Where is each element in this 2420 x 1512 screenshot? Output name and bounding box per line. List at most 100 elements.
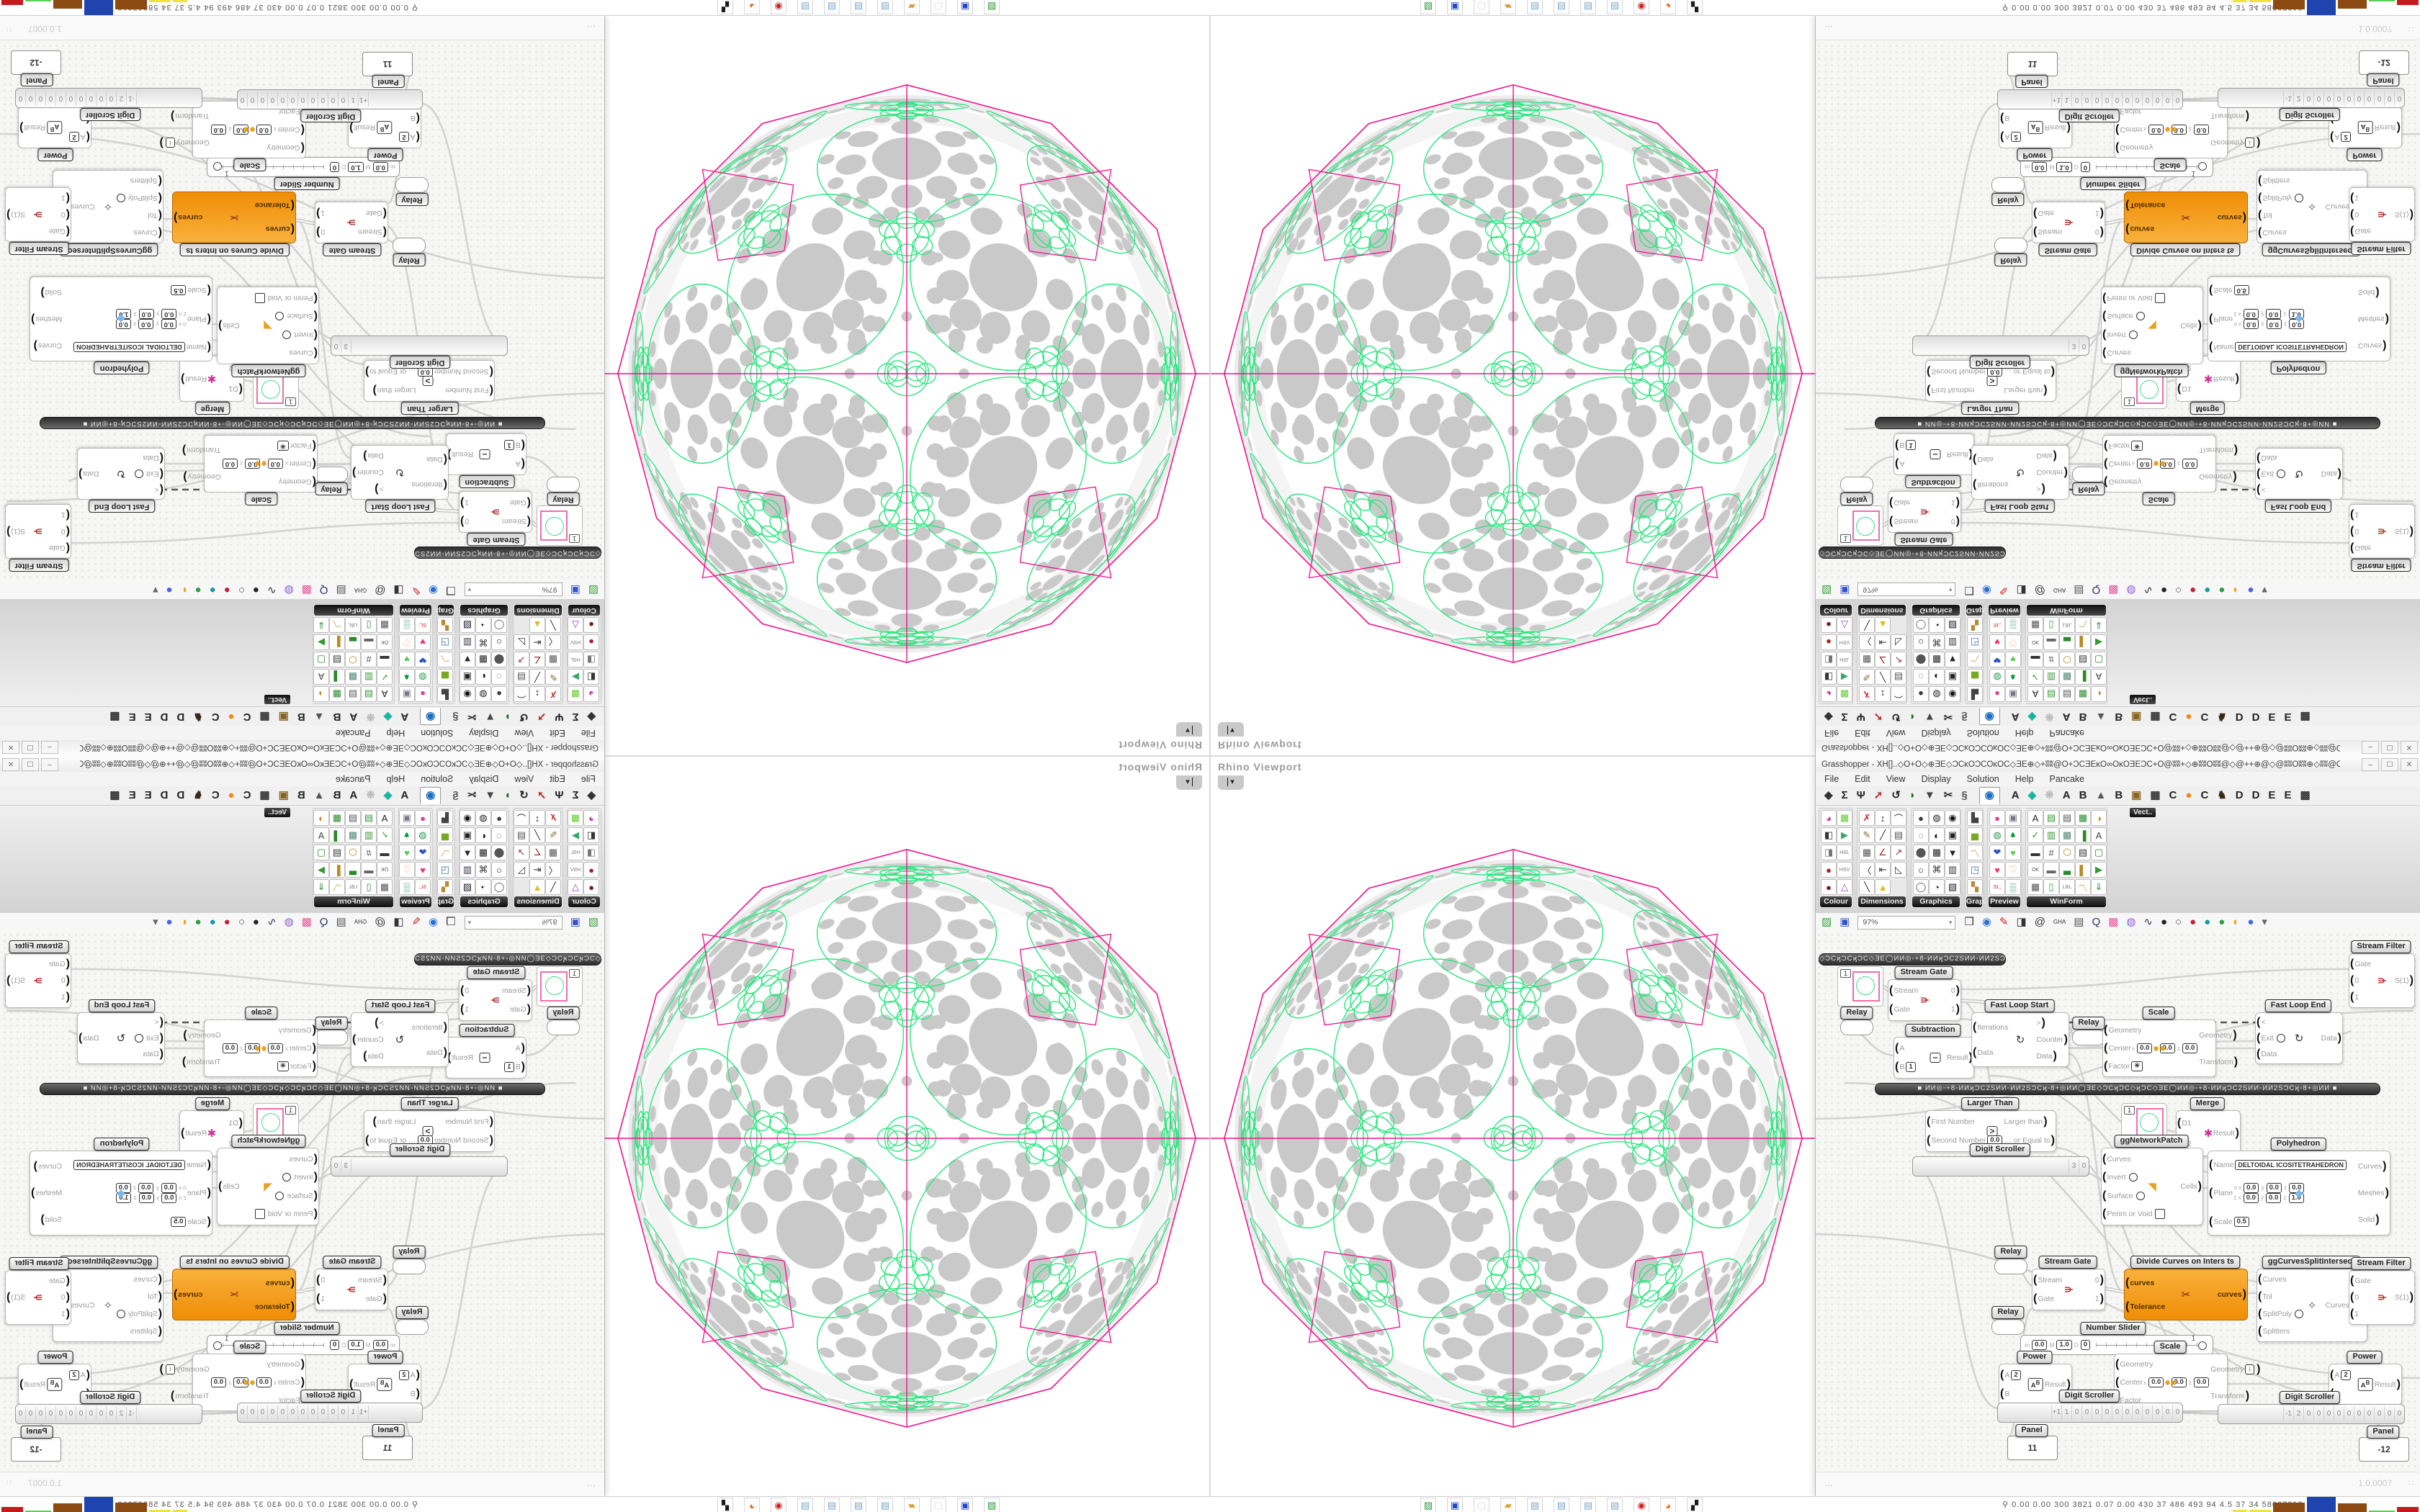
tab-5[interactable]: ◗ — [1909, 711, 1916, 723]
palette-icon[interactable]: ▣ — [460, 827, 475, 843]
output-port[interactable]: ) — [182, 1055, 187, 1068]
palette-icon[interactable]: △ — [1837, 617, 1852, 633]
maximize-button[interactable]: ☐ — [22, 741, 39, 754]
digit-cell[interactable]: 0 — [258, 92, 268, 107]
palette-icon[interactable]: ○ — [1913, 862, 1929, 878]
tab-2[interactable]: Ψ — [1856, 789, 1865, 801]
notepad-icon[interactable]: ▤ — [851, 0, 866, 14]
screenshot-icon[interactable]: ▤ — [336, 916, 346, 928]
param-value-box[interactable]: 1 — [1906, 440, 1916, 450]
digit-cell[interactable]: 0 — [2172, 1405, 2182, 1420]
tab-9[interactable]: ◉ — [1978, 708, 2000, 725]
palette-icon[interactable]: ▩ — [345, 669, 361, 685]
tab-17[interactable]: ▣ — [2131, 711, 2142, 723]
palette-icon[interactable]: ◧ — [1821, 669, 1837, 685]
input-port[interactable]: ( — [300, 1358, 305, 1371]
palette-icon[interactable]: ▦ — [1859, 845, 1875, 860]
component-label[interactable]: ggCurvesSplitIntersect — [2262, 1256, 2361, 1269]
digit-cell[interactable]: 3 — [341, 1159, 351, 1174]
palette-icon[interactable]: ● — [583, 862, 599, 878]
palette-section-label[interactable]: Colour — [568, 605, 600, 616]
viewport-tab-button[interactable]: ▾ — [1176, 775, 1202, 790]
component-label[interactable]: Scale — [233, 158, 266, 171]
output-port[interactable]: ) — [79, 468, 83, 480]
palette-icon[interactable]: ▤ — [2059, 810, 2075, 826]
tab-10[interactable]: A — [2011, 711, 2020, 723]
palette-icon[interactable]: 🌲 — [2005, 669, 2021, 685]
input-port[interactable]: ( — [66, 973, 70, 986]
zoom-select[interactable]: 97% ▾ — [464, 915, 563, 930]
menu-item-view[interactable]: View — [514, 728, 534, 738]
digit-cell[interactable]: 0 — [2374, 91, 2384, 105]
palette-section-label[interactable]: Graphics — [460, 896, 508, 907]
input-port[interactable]: ( — [300, 1375, 305, 1388]
input-port[interactable]: ( — [158, 1290, 162, 1302]
rhino-viewport[interactable]: Rhino Viewport ▾ — [604, 15, 1210, 756]
component-label[interactable]: Stream Filter — [9, 242, 69, 255]
component-body[interactable]: (Geometry(Center x 0.0 y 0.0 z 0.0(Factor ✳ Geom… — [182, 435, 318, 492]
output-port[interactable]: ) — [218, 1180, 223, 1192]
notepad-icon[interactable]: ▤ — [824, 1498, 840, 1512]
input-port[interactable]: ( — [382, 1292, 387, 1305]
palette-section-vect-label[interactable]: Vect.. — [264, 695, 290, 704]
digit-cell[interactable]: 0 — [288, 92, 298, 107]
relay-body[interactable] — [393, 238, 426, 253]
component-label[interactable]: Divide Curves on Inters ts — [180, 243, 290, 256]
output-port[interactable]: ) — [2043, 384, 2048, 397]
grasshopper-titlebar[interactable]: Grasshopper - XH[]..◇O+O◇⊕ƎE◇ƆCĸOƆCOĸOC◇… — [0, 739, 604, 756]
digit-cell[interactable]: 0 — [76, 1407, 86, 1421]
component-body[interactable]: (Gate(0(1 S(1)) ⋔ — [2349, 953, 2415, 1008]
display-orange-icon[interactable]: ◐ — [180, 584, 187, 596]
tab-11[interactable]: ◆ — [2027, 711, 2037, 723]
minimize-button[interactable]: – — [41, 741, 58, 754]
palette-section-label[interactable]: Colour — [1820, 605, 1852, 616]
image-component-body[interactable]: 1 — [537, 505, 583, 546]
tab-20[interactable]: ● — [228, 789, 235, 801]
input-port[interactable]: ( — [2102, 310, 2107, 323]
component-label[interactable]: Power — [37, 1351, 73, 1364]
relay-body[interactable] — [1991, 1319, 2025, 1335]
input-port[interactable]: ( — [2330, 1369, 2334, 1381]
palette-icon[interactable]: 🌲 — [399, 669, 415, 685]
component-label[interactable]: Scale — [233, 1341, 266, 1354]
param-value-box[interactable]: 0.5 — [171, 285, 187, 296]
palette-icon[interactable]: ✎ — [1859, 669, 1875, 685]
param-value-box[interactable]: 0.0 — [161, 309, 177, 319]
input-port[interactable]: ( — [66, 1308, 70, 1320]
palette-icon[interactable]: ◉ — [460, 810, 475, 826]
menu-item-help[interactable]: Help — [386, 774, 405, 784]
palette-icon[interactable]: ◧ — [1821, 827, 1837, 843]
digit-cell[interactable]: 0 — [16, 91, 26, 105]
palette-icon[interactable]: ● — [415, 810, 431, 826]
palette-icon[interactable]: ▦ — [545, 652, 561, 667]
mention-icon[interactable]: @ — [375, 584, 386, 596]
component-label[interactable]: Panel — [20, 1426, 53, 1439]
component-body[interactable]: (Stream(Gate 0) 1) ⋔ — [1888, 491, 1961, 533]
input-port[interactable]: ( — [313, 1189, 318, 1202]
input-port[interactable]: ( — [416, 1369, 420, 1381]
output-port[interactable]: ) — [2242, 212, 2246, 224]
palette-icon[interactable]: ♥ — [2005, 845, 2021, 860]
palette-icon[interactable]: ▯ — [2043, 617, 2059, 633]
palette-icon[interactable]: ◌ — [1913, 669, 1929, 685]
output-port[interactable]: ) — [2396, 122, 2401, 134]
component-label[interactable]: Fast Loop End — [2264, 999, 2332, 1012]
output-port[interactable]: ) — [352, 1032, 357, 1045]
palette-icon[interactable]: ⌒ — [1891, 686, 1906, 702]
palette-icon[interactable]: ◯ — [491, 879, 507, 895]
palette-icon[interactable]: 〽 — [1967, 845, 1983, 860]
digit-cell[interactable]: 0 — [248, 92, 258, 107]
palette-icon[interactable]: ⌘ — [1929, 634, 1945, 650]
panel-body[interactable]: 11 — [362, 1436, 413, 1460]
palette-section-label[interactable]: Grap… — [1966, 896, 1992, 907]
digit-cell[interactable]: 2 — [117, 91, 127, 105]
digit-cell[interactable]: 0 — [2344, 91, 2354, 105]
tab-2[interactable]: Ψ — [555, 789, 564, 801]
component-label[interactable]: Relay — [395, 193, 429, 206]
palette-section-label[interactable]: Graphics — [1912, 605, 1960, 616]
palette-icon[interactable]: ▙ — [1967, 686, 1983, 702]
panel-body[interactable]: -12 — [2359, 50, 2409, 75]
palette-icon[interactable]: ◍ — [1929, 686, 1945, 702]
